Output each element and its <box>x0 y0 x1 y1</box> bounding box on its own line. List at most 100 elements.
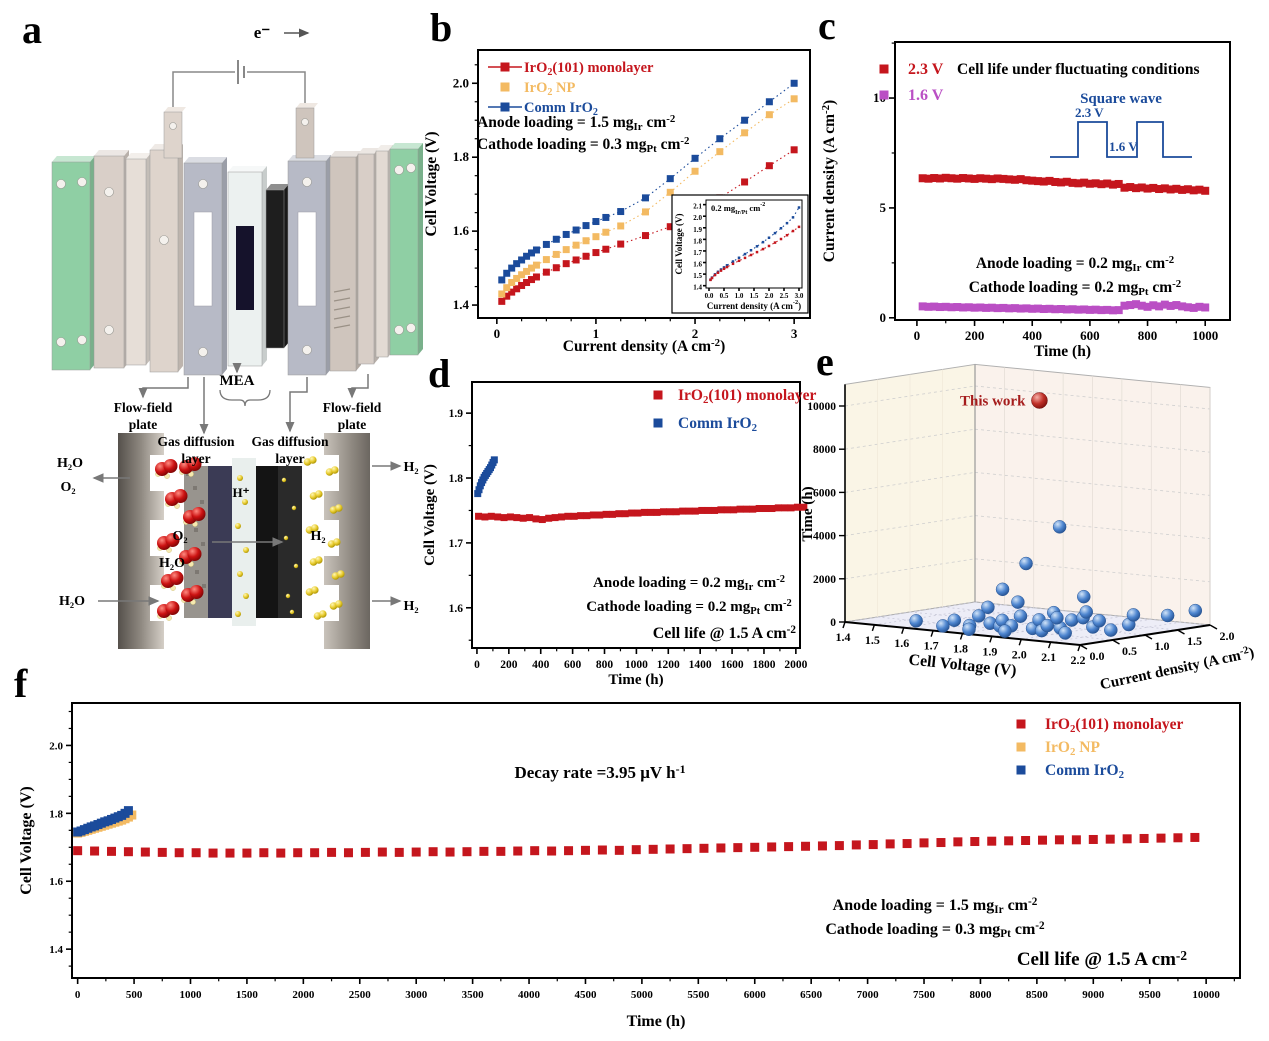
svg-text:3000: 3000 <box>405 989 428 1001</box>
svg-text:400: 400 <box>1022 328 1042 343</box>
svg-text:200: 200 <box>965 328 985 343</box>
svg-text:Time (h): Time (h) <box>1034 343 1091 360</box>
svg-text:1.4: 1.4 <box>49 944 63 956</box>
svg-text:2000: 2000 <box>813 574 836 586</box>
series-2 <box>498 79 798 284</box>
svg-text:4500: 4500 <box>574 989 597 1001</box>
svg-text:0: 0 <box>830 617 836 629</box>
svg-text:Cathode loading = 0.2 mgPt cm-: Cathode loading = 0.2 mgPt cm-2 <box>586 598 792 617</box>
panel-label-d: d <box>428 351 451 396</box>
svg-text:Cell Voltage (V): Cell Voltage (V) <box>423 131 440 236</box>
series-1 <box>498 95 798 298</box>
svg-text:0: 0 <box>494 326 501 341</box>
svg-text:1.5: 1.5 <box>750 292 759 300</box>
svg-text:This work: This work <box>960 393 1026 409</box>
svg-text:Time (h): Time (h) <box>800 486 816 541</box>
svg-text:2.0: 2.0 <box>49 740 63 752</box>
svg-text:Cell Voltage (V): Cell Voltage (V) <box>674 214 684 275</box>
svg-text:0.0: 0.0 <box>1090 649 1105 663</box>
svg-text:7000: 7000 <box>857 989 880 1001</box>
svg-text:Cathode loading = 0.3 mgPt cm-: Cathode loading = 0.3 mgPt cm-2 <box>825 920 1045 940</box>
svg-text:6000: 6000 <box>813 487 836 499</box>
series-2 <box>73 806 133 837</box>
svg-text:1.7: 1.7 <box>693 249 702 257</box>
svg-text:Cell Voltage (V): Cell Voltage (V) <box>908 651 1018 679</box>
series-1 <box>918 300 1210 315</box>
svg-text:1000: 1000 <box>625 659 648 671</box>
gas-diffusion-layer-right-label: Gas diffusion <box>252 434 329 449</box>
svg-text:0: 0 <box>880 310 887 325</box>
svg-text:5000: 5000 <box>631 989 654 1001</box>
svg-text:Cell Voltage (V): Cell Voltage (V) <box>422 464 438 566</box>
svg-text:1.6: 1.6 <box>894 636 909 650</box>
svg-text:1.4: 1.4 <box>836 630 851 644</box>
svg-text:800: 800 <box>1138 328 1158 343</box>
hydrogen-out-bottom-label: H₂ <box>403 599 418 614</box>
panel-label-b: b <box>430 5 453 50</box>
svg-text:2.2: 2.2 <box>1071 653 1086 667</box>
svg-text:1.5: 1.5 <box>1187 634 1202 648</box>
svg-text:IrO2(101) monolayer: IrO2(101) monolayer <box>1045 716 1184 735</box>
series-1 <box>474 456 498 498</box>
svg-text:1.9: 1.9 <box>693 226 702 234</box>
svg-text:2.0: 2.0 <box>1220 629 1235 643</box>
svg-text:2.1: 2.1 <box>693 203 702 211</box>
svg-text:1.6 V: 1.6 V <box>1109 139 1138 154</box>
svg-text:0: 0 <box>75 989 81 1001</box>
panel-d-cell-life-chart: 0 200 400 600 800 1000 1200 1400 1600 1800 2000 1.6… <box>422 381 817 688</box>
panel-label-e: e <box>816 339 834 384</box>
svg-text:1600: 1600 <box>721 659 744 671</box>
svg-text:1.9: 1.9 <box>982 644 997 658</box>
panel-label-f: f <box>14 661 28 706</box>
svg-text:1.8: 1.8 <box>449 473 464 485</box>
svg-text:9000: 9000 <box>1082 989 1105 1001</box>
svg-text:1.8: 1.8 <box>953 642 968 656</box>
svg-text:5: 5 <box>880 200 887 215</box>
series-0 <box>918 173 1210 195</box>
svg-text:Current density (A cm-2): Current density (A cm-2) <box>707 299 801 311</box>
svg-text:IrO2(101) monolayer: IrO2(101) monolayer <box>524 60 654 78</box>
svg-text:10000: 10000 <box>1192 989 1220 1001</box>
mea-label: MEA <box>220 373 255 389</box>
svg-text:1.8: 1.8 <box>693 237 702 245</box>
svg-text:2.3 V: 2.3 V <box>1075 105 1104 120</box>
svg-text:800: 800 <box>596 659 614 671</box>
svg-text:200: 200 <box>500 659 518 671</box>
svg-text:10000: 10000 <box>807 401 836 413</box>
water-out-label: H₂O <box>57 456 83 471</box>
svg-text:layer: layer <box>275 451 304 466</box>
hydrogen-out-top-label: H₂ <box>403 460 418 475</box>
flow-field-plate-right-label: Flow-field <box>323 400 382 415</box>
svg-text:1.8: 1.8 <box>453 149 470 164</box>
flow-field-plate-left-label: Flow-field <box>114 400 173 415</box>
svg-text:0.2 mgIr/Pt cm-2: 0.2 mgIr/Pt cm-2 <box>711 202 765 216</box>
svg-text:1: 1 <box>593 326 600 341</box>
svg-text:9500: 9500 <box>1139 989 1162 1001</box>
panel-c-fluctuating-life-chart: 020040060080010000510Time (h)Current den… <box>820 41 1231 360</box>
oxygen-out-label: O₂ <box>60 480 75 495</box>
svg-text:1.9: 1.9 <box>449 408 464 420</box>
svg-text:IrO2 NP: IrO2 NP <box>524 80 576 98</box>
svg-text:1.5: 1.5 <box>693 272 702 280</box>
svg-text:Cathode loading = 0.2 mgPt cm-: Cathode loading = 0.2 mgPt cm-2 <box>969 278 1181 298</box>
svg-text:1.4: 1.4 <box>693 284 702 292</box>
svg-text:1.4: 1.4 <box>453 297 470 312</box>
hydrogen-mid-label: H₂ <box>310 529 325 544</box>
svg-text:Current density (A cm-2): Current density (A cm-2) <box>820 100 838 262</box>
svg-text:2.5: 2.5 <box>780 292 789 300</box>
svg-text:1.0: 1.0 <box>1155 639 1170 653</box>
svg-text:plate: plate <box>129 417 158 432</box>
svg-text:Comm IrO2: Comm IrO2 <box>524 100 598 118</box>
series-1 <box>709 225 801 282</box>
svg-text:4000: 4000 <box>518 989 541 1001</box>
svg-text:1800: 1800 <box>752 659 775 671</box>
panel-label-a: a <box>22 7 42 52</box>
svg-text:8000: 8000 <box>969 989 992 1001</box>
svg-text:1.6: 1.6 <box>693 261 702 269</box>
svg-text:2: 2 <box>692 326 699 341</box>
svg-text:0: 0 <box>474 659 480 671</box>
svg-text:0: 0 <box>914 328 921 343</box>
svg-text:1.6: 1.6 <box>49 876 63 888</box>
